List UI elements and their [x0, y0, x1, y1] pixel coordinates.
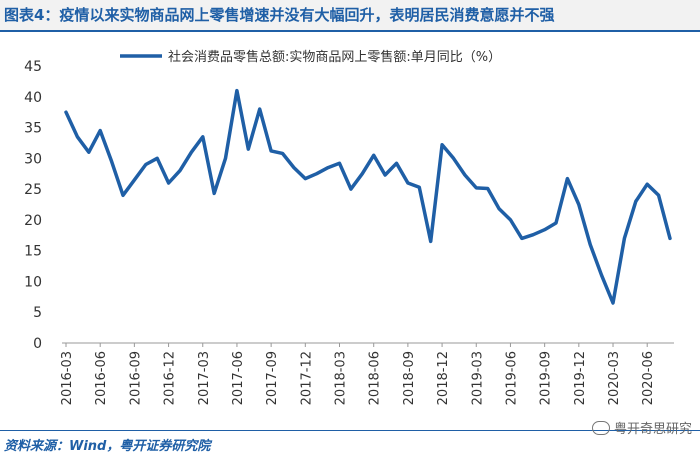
x-tick-label: 2017-03	[197, 351, 212, 405]
x-tick-label: 2016-03	[60, 351, 75, 405]
y-tick-label: 0	[33, 336, 42, 352]
x-tick-label: 2019-03	[470, 351, 485, 405]
y-tick-label: 45	[24, 59, 42, 75]
y-tick-label: 40	[24, 90, 42, 106]
x-tick-label: 2018-09	[402, 351, 417, 405]
title-divider	[0, 30, 700, 32]
chart-title: 图表4：疫情以来实物商品网上零售增速并没有大幅回升，表明居民消费意愿并不强	[0, 0, 700, 30]
footer-divider	[0, 430, 700, 431]
x-axis: 2016-03 2016-06 2016-09 2016-12 2017-03 2017-…	[60, 342, 674, 405]
line-chart: 社会消费品零售总额:实物商品网上零售额:单月同比（%） 0 5 10 15 20 25 30…	[24, 49, 674, 405]
x-tick-label: 2018-03	[334, 351, 349, 405]
x-tick-label: 2017-06	[231, 351, 246, 405]
x-tick-label: 2020-03	[607, 351, 622, 405]
y-tick-label: 10	[24, 274, 42, 290]
x-tick-label: 2018-12	[436, 351, 451, 405]
watermark-text: 粤开奇思研究	[613, 422, 692, 437]
x-tick-label: 2016-09	[128, 351, 143, 405]
x-tick-label: 2017-12	[299, 351, 314, 405]
x-tick-label: 2016-12	[163, 351, 178, 405]
y-tick-label: 20	[24, 213, 42, 229]
x-tick-label: 2019-06	[504, 351, 519, 405]
x-tick-label: 2019-12	[573, 351, 588, 405]
source-note: 资料来源：Wind，粤开证券研究院	[4, 439, 211, 454]
watermark: 粤开奇思研究	[591, 418, 692, 437]
legend: 社会消费品零售总额:实物商品网上零售额:单月同比（%）	[120, 49, 501, 65]
x-tick-label: 2019-09	[539, 351, 554, 405]
x-tick-label: 2016-06	[94, 351, 109, 405]
y-tick-label: 5	[33, 305, 42, 321]
plot-area	[64, 88, 672, 305]
x-tick-label: 2020-06	[641, 351, 656, 405]
x-tick-label: 2017-09	[265, 351, 280, 405]
y-axis: 0 5 10 15 20 25 30 35 40 45	[24, 59, 42, 352]
legend-label: 社会消费品零售总额:实物商品网上零售额:单月同比（%）	[168, 49, 501, 65]
y-tick-label: 15	[24, 244, 42, 260]
wechat-icon	[591, 420, 610, 435]
y-tick-label: 25	[24, 182, 42, 198]
series-line	[64, 88, 672, 305]
x-tick-label: 2018-06	[368, 351, 383, 405]
y-tick-label: 35	[24, 121, 42, 137]
y-tick-label: 30	[24, 151, 42, 167]
